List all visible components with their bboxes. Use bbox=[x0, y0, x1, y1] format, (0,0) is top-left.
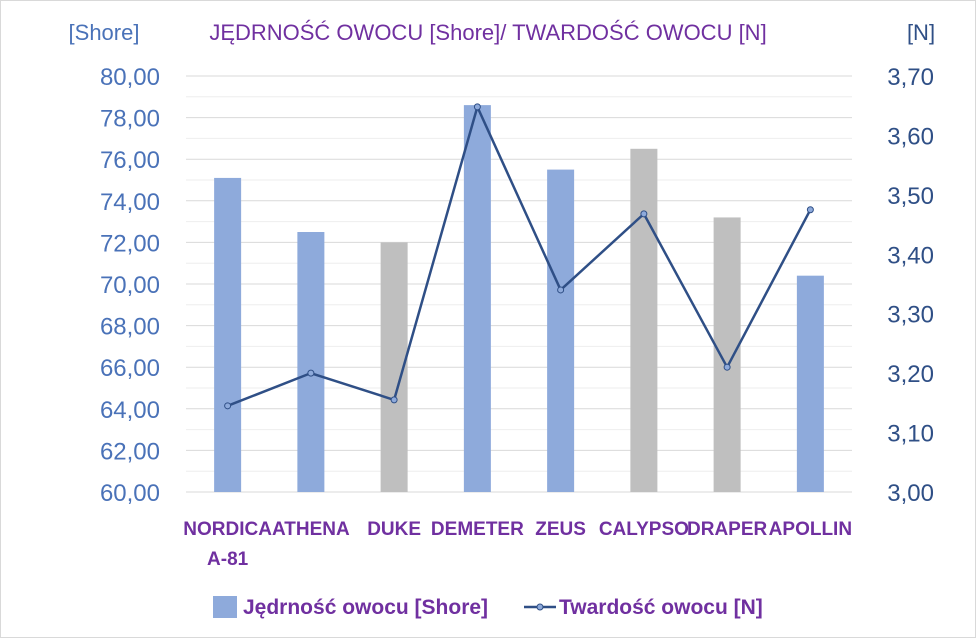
bar bbox=[713, 217, 741, 492]
right-axis-unit: [N] bbox=[907, 20, 935, 45]
line-series bbox=[224, 103, 814, 410]
category-label: CALYPSO bbox=[599, 519, 689, 540]
left-tick-label: 60,00 bbox=[100, 480, 160, 507]
bar bbox=[796, 275, 824, 492]
left-axis-ticks: 60,00 62,00 64,00 66,00 68,00 70,00 72,00 74,00… bbox=[100, 64, 160, 507]
bar bbox=[297, 232, 325, 492]
legend-label-bar: Jędrność owocu [Shore] bbox=[243, 596, 488, 619]
left-tick-label: 62,00 bbox=[100, 438, 160, 465]
left-tick-label: 78,00 bbox=[100, 106, 160, 133]
category-label: A-81 bbox=[207, 549, 249, 570]
legend-label-line: Twardość owocu [N] bbox=[559, 596, 763, 619]
right-tick-label: 3,30 bbox=[887, 302, 934, 329]
category-labels: NORDICA A-81 ATHENA DUKE DEMETER ZEUS CALYPSOD… bbox=[183, 519, 852, 570]
category-label: ATHENA bbox=[272, 519, 350, 540]
bar bbox=[214, 177, 242, 493]
gridlines bbox=[186, 75, 852, 493]
legend-swatch-bar bbox=[213, 596, 237, 618]
left-axis-unit: [Shore] bbox=[69, 20, 140, 45]
category-label: NORDICA bbox=[183, 519, 272, 540]
line-point bbox=[557, 286, 565, 294]
line-point bbox=[640, 210, 648, 218]
series-line bbox=[227, 105, 812, 407]
category-label: ZEUS bbox=[535, 519, 586, 540]
right-tick-label: 3,50 bbox=[887, 183, 934, 210]
right-tick-label: 3,00 bbox=[887, 480, 934, 507]
bar bbox=[630, 148, 658, 493]
line-point bbox=[307, 369, 315, 377]
category-label: APOLLIN bbox=[769, 519, 852, 540]
bar-series bbox=[214, 105, 824, 493]
right-tick-label: 3,70 bbox=[887, 64, 934, 91]
left-tick-label: 64,00 bbox=[100, 397, 160, 424]
left-tick-label: 76,00 bbox=[100, 147, 160, 174]
category-label: DRAPER bbox=[687, 519, 768, 540]
line-point bbox=[723, 363, 731, 371]
left-tick-label: 74,00 bbox=[100, 189, 160, 216]
left-tick-label: 72,00 bbox=[100, 230, 160, 257]
category-label: DEMETER bbox=[431, 519, 524, 540]
left-tick-label: 68,00 bbox=[100, 314, 160, 341]
right-axis-ticks: 3,00 3,10 3,20 3,30 3,40 3,50 3,60 3,70 bbox=[887, 64, 934, 507]
right-tick-label: 3,40 bbox=[887, 242, 934, 269]
right-tick-label: 3,10 bbox=[887, 421, 934, 448]
left-tick-label: 80,00 bbox=[100, 64, 160, 91]
bar bbox=[463, 105, 491, 493]
legend-swatch-marker bbox=[536, 603, 544, 611]
line-point bbox=[390, 396, 398, 404]
right-tick-label: 3,20 bbox=[887, 361, 934, 388]
left-tick-label: 66,00 bbox=[100, 355, 160, 382]
line-point bbox=[473, 103, 481, 111]
chart-title: JĘDRNOŚĆ OWOCU [Shore]/ TWARDOŚĆ OWOCU [… bbox=[209, 20, 766, 45]
left-tick-label: 70,00 bbox=[100, 272, 160, 299]
line-point bbox=[224, 402, 232, 410]
line-point bbox=[806, 206, 814, 214]
right-tick-label: 3,60 bbox=[887, 123, 934, 150]
bar bbox=[547, 169, 575, 492]
legend: Jędrność owocu [Shore] Twardość owocu [N… bbox=[213, 596, 763, 619]
category-label: DUKE bbox=[367, 519, 421, 540]
